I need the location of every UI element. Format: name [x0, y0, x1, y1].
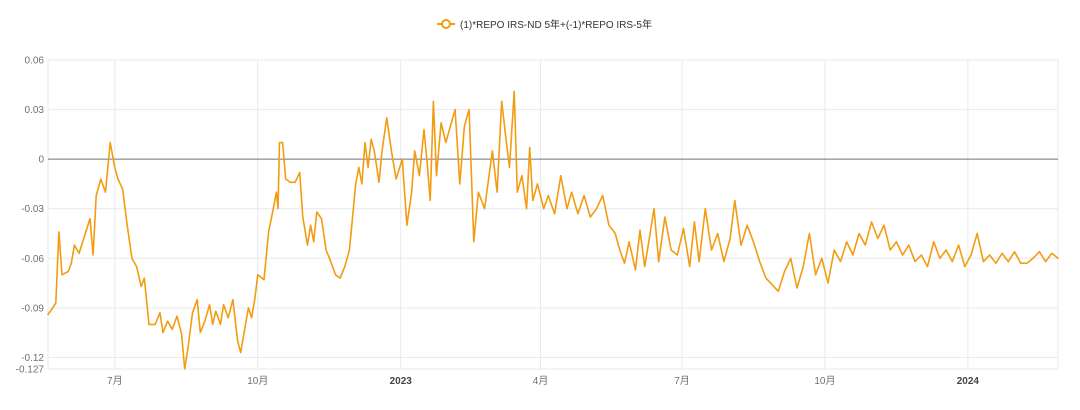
- x-axis-tick-labels: 7月 10月 2023 4月 7月 10月 2024: [107, 375, 979, 387]
- legend[interactable]: (1)*REPO IRS-ND 5年+(-1)*REPO IRS-5年: [437, 18, 652, 31]
- y-tick-label: -0.09: [21, 303, 44, 314]
- y-tick-label: -0.06: [21, 254, 44, 265]
- x-tick-label: 2024: [957, 376, 980, 387]
- y-tick-label: 0: [38, 155, 44, 166]
- x-tick-label: 10月: [814, 375, 835, 387]
- x-tick-label: 10月: [247, 375, 268, 387]
- x-tick-label: 2023: [390, 376, 413, 387]
- x-tick-label: 7月: [674, 375, 690, 387]
- x-grid-lines: [114, 60, 969, 369]
- y-tick-label: -0.12: [21, 353, 44, 364]
- series-line: [47, 90, 1059, 370]
- x-tick-label: 7月: [107, 375, 123, 387]
- series-layer: [47, 90, 1059, 370]
- y-tick-label: -0.03: [21, 204, 44, 215]
- x-tick-label: 4月: [533, 375, 549, 387]
- legend-label: (1)*REPO IRS-ND 5年+(-1)*REPO IRS-5年: [460, 18, 652, 31]
- y-grid-lines: [47, 59, 1059, 370]
- y-axis-tick-labels: 0.06 0.03 0 -0.03 -0.06 -0.09 -0.12-0.127: [16, 56, 45, 376]
- y-tick-label: -0.127: [16, 365, 45, 376]
- legend-circle-icon: [441, 19, 451, 29]
- y-tick-label: 0.03: [25, 105, 45, 116]
- y-tick-label: 0.06: [25, 56, 45, 67]
